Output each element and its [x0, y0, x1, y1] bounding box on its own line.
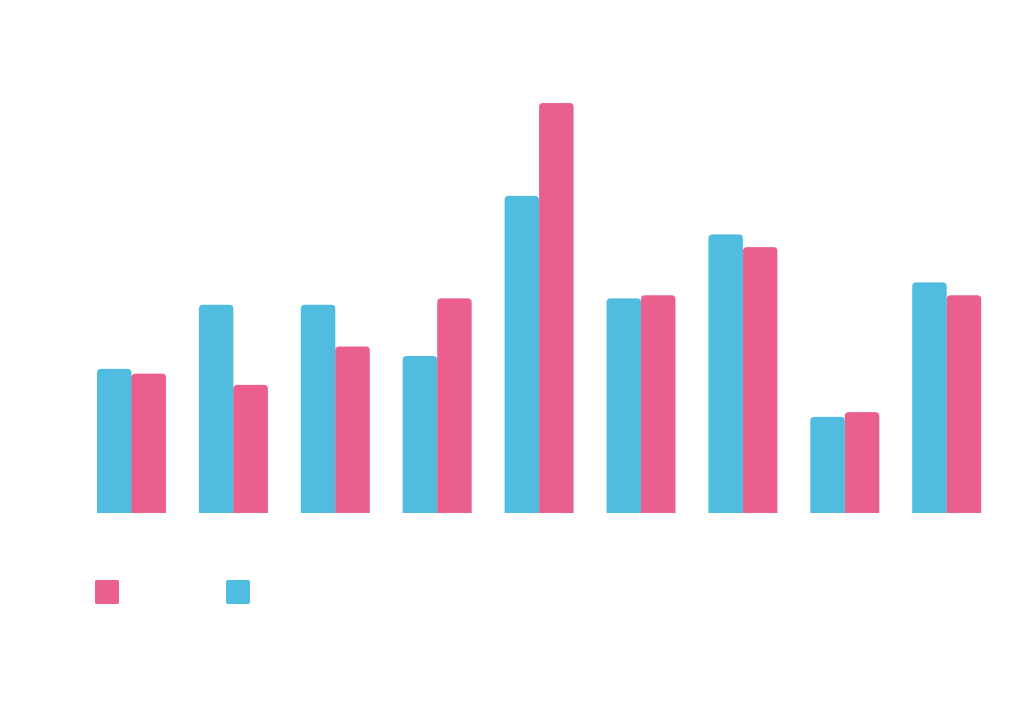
bar-group-5 — [504, 103, 574, 513]
legend-item-1 — [226, 580, 250, 604]
bar-group-3 — [300, 304, 370, 513]
bar-series-2-category-1 — [131, 373, 166, 513]
bar-group-4 — [402, 298, 472, 513]
bar-group-1 — [97, 368, 166, 513]
bar-series-2-category-2 — [233, 384, 268, 513]
legend-swatch-2 — [95, 580, 119, 604]
bar-group-7 — [708, 234, 778, 513]
bar-group-8 — [810, 412, 880, 513]
bar-series-1-category-1 — [97, 368, 132, 513]
bar-series-1-category-5 — [504, 195, 540, 513]
bar-series-1-category-9 — [912, 282, 947, 513]
legend-swatch-1 — [226, 580, 250, 604]
bar-series-2-category-6 — [641, 295, 676, 513]
bar-series-2-category-7 — [742, 247, 778, 513]
bar-series-2-category-8 — [844, 412, 880, 513]
bar-series-2-category-3 — [335, 346, 370, 513]
bar-series-1-category-3 — [300, 304, 336, 513]
bar-series-2-category-4 — [437, 298, 472, 513]
bar-series-2-category-5 — [539, 103, 574, 513]
bar-group-6 — [606, 295, 676, 513]
bar-series-1-category-4 — [402, 356, 438, 513]
bar-group-9 — [912, 282, 982, 513]
bar-series-2-category-9 — [946, 295, 982, 513]
bar-series-1-category-6 — [606, 298, 641, 513]
bar-series-1-category-7 — [708, 234, 743, 513]
legend — [95, 580, 250, 604]
bars-group — [97, 103, 982, 513]
legend-item-2 — [95, 580, 119, 604]
bar-series-1-category-2 — [198, 304, 234, 513]
bar-group-2 — [198, 304, 268, 513]
bar-series-1-category-8 — [810, 416, 845, 513]
